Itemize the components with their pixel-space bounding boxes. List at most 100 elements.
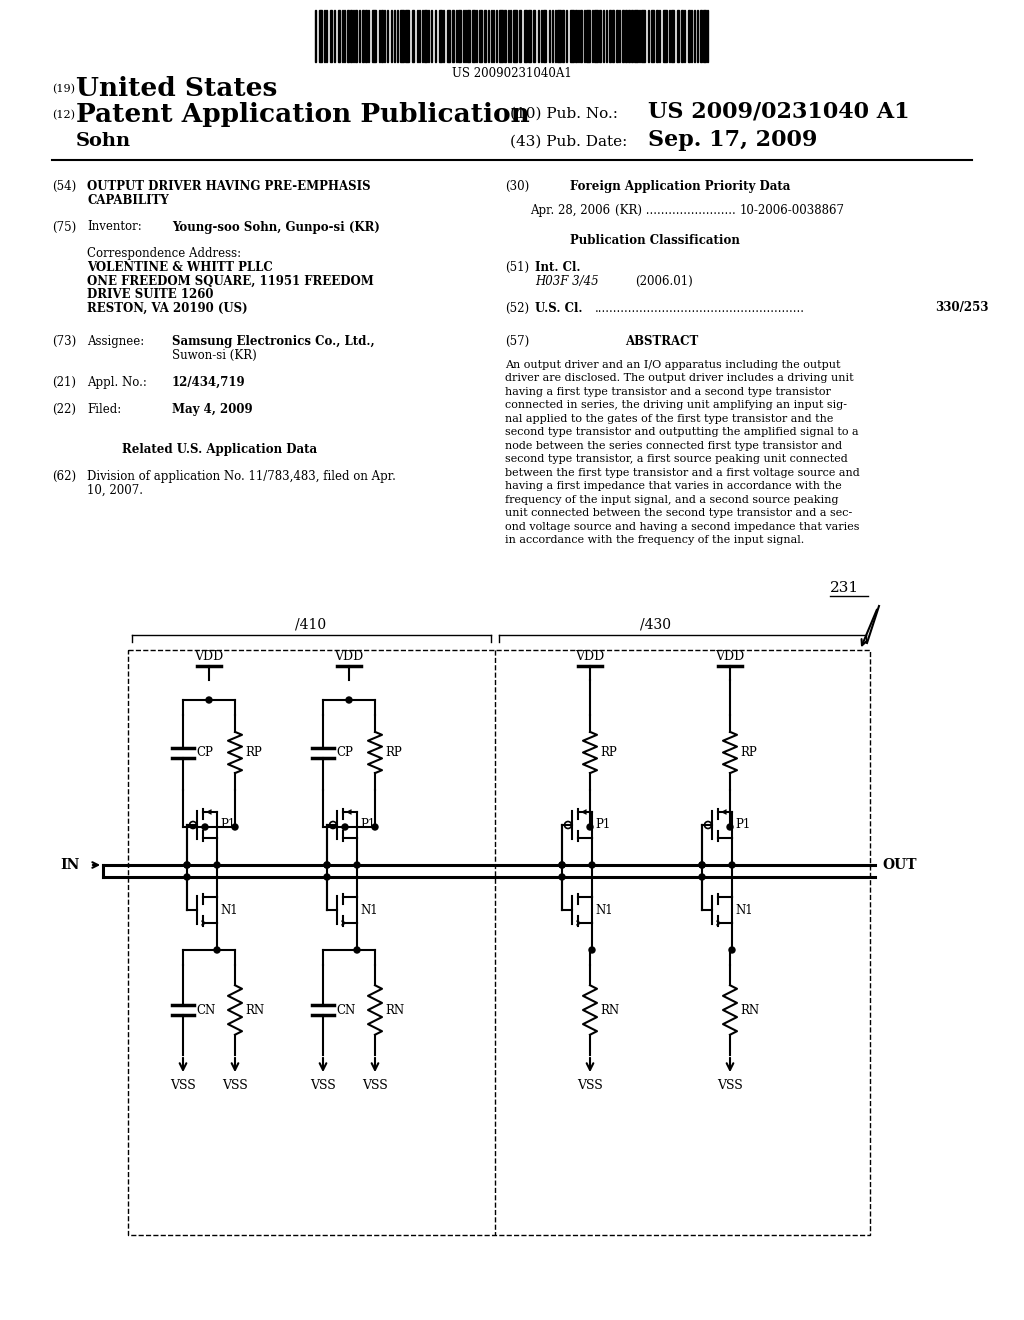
Text: unit connected between the second type transistor and a sec-: unit connected between the second type t… [505,508,852,517]
Bar [648,11,649,62]
Text: 330/253: 330/253 [935,301,988,314]
Text: RN: RN [385,1003,404,1016]
Circle shape [559,862,565,869]
Circle shape [729,862,735,869]
Text: (22): (22) [52,403,76,416]
Text: VDD: VDD [335,649,364,663]
Text: U.S. Cl.: U.S. Cl. [535,301,583,314]
Bar [499,11,503,62]
Text: CN: CN [196,1003,215,1016]
Bar [493,11,495,62]
Bar [443,11,444,62]
Circle shape [184,862,190,869]
Text: between the first type transistor and a first voltage source and: between the first type transistor and a … [505,467,860,478]
Bar [587,11,591,62]
Text: N1: N1 [360,903,378,916]
Text: CN: CN [336,1003,355,1016]
Bar [447,11,450,62]
Text: ONE FREEDOM SQUARE, 11951 FREEDOM: ONE FREEDOM SQUARE, 11951 FREEDOM [87,275,374,288]
Text: 10, 2007.: 10, 2007. [87,483,143,496]
Circle shape [589,862,595,869]
Circle shape [727,824,733,830]
Bar [467,11,470,62]
Text: RP: RP [600,746,616,759]
Text: (10) Pub. No.:: (10) Pub. No.: [510,107,618,121]
Text: RP: RP [245,746,262,759]
Bar [487,11,489,62]
Bar [566,11,567,62]
Bar [634,11,638,62]
Circle shape [184,874,190,880]
Bar [419,11,421,62]
Text: OUTPUT DRIVER HAVING PRE-EMPHASIS: OUTPUT DRIVER HAVING PRE-EMPHASIS [87,180,371,193]
Bar [528,11,530,62]
Bar [557,11,561,62]
Bar [594,11,598,62]
Text: Samsung Electronics Co., Ltd.,: Samsung Electronics Co., Ltd., [172,335,375,348]
Bar [616,11,617,62]
Bar [581,11,583,62]
Text: RESTON, VA 20190 (US): RESTON, VA 20190 (US) [87,301,248,314]
Text: CAPABILITY: CAPABILITY [87,194,169,206]
Bar [372,11,376,62]
Text: having a first impedance that varies in accordance with the: having a first impedance that varies in … [505,480,842,491]
Text: node between the series connected first type transistor and: node between the series connected first … [505,441,842,450]
Circle shape [729,946,735,953]
Bar [618,11,620,62]
Bar [504,11,506,62]
Bar [384,11,385,62]
Circle shape [372,824,378,830]
Text: (43) Pub. Date:: (43) Pub. Date: [510,135,628,149]
Text: DRIVE SUITE 1260: DRIVE SUITE 1260 [87,288,213,301]
Text: /430: /430 [640,618,671,632]
Circle shape [324,862,330,869]
Bar [651,11,654,62]
Text: Inventor:: Inventor: [87,220,141,234]
Text: Related U.S. Application Data: Related U.S. Application Data [122,444,317,457]
Text: CP: CP [336,746,353,759]
Text: Publication Classification: Publication Classification [570,234,740,247]
Circle shape [214,862,220,869]
Bar [319,11,322,62]
Text: VDD: VDD [195,649,223,663]
Text: second type transistor, a first source peaking unit connected: second type transistor, a first source p… [505,454,848,465]
Circle shape [184,862,190,869]
Text: US 20090231040A1: US 20090231040A1 [453,67,571,81]
Bar [359,11,360,62]
Circle shape [559,874,565,880]
Bar [575,11,577,62]
Bar [641,11,645,62]
Bar [431,11,432,62]
Bar [390,11,392,62]
Text: RN: RN [600,1003,620,1016]
Bar [669,11,670,62]
Bar [338,11,340,62]
Bar [694,11,695,62]
Bar [496,11,498,62]
Bar [603,11,604,62]
Bar [532,11,536,62]
Circle shape [342,824,348,830]
Bar [612,11,613,62]
Bar [458,11,461,62]
Bar [315,11,316,62]
Bar [413,11,414,62]
Text: (12): (12) [52,110,75,120]
Text: Filed:: Filed: [87,403,121,416]
Text: having a first type transistor and a second type transistor: having a first type transistor and a sec… [505,387,830,396]
Bar [696,11,698,62]
Bar [631,11,633,62]
Bar [562,11,564,62]
Text: ........................................................: ........................................… [595,301,805,314]
Text: 231: 231 [830,581,859,595]
Bar [472,11,475,62]
Bar [344,11,345,62]
Bar [381,11,383,62]
Bar [463,11,464,62]
Text: VDD: VDD [575,649,604,663]
Text: (KR) ........................: (KR) ........................ [615,205,736,218]
Circle shape [354,862,360,869]
Text: frequency of the input signal, and a second source peaking: frequency of the input signal, and a sec… [505,495,839,504]
Bar [428,11,429,62]
Text: IN: IN [60,858,80,873]
